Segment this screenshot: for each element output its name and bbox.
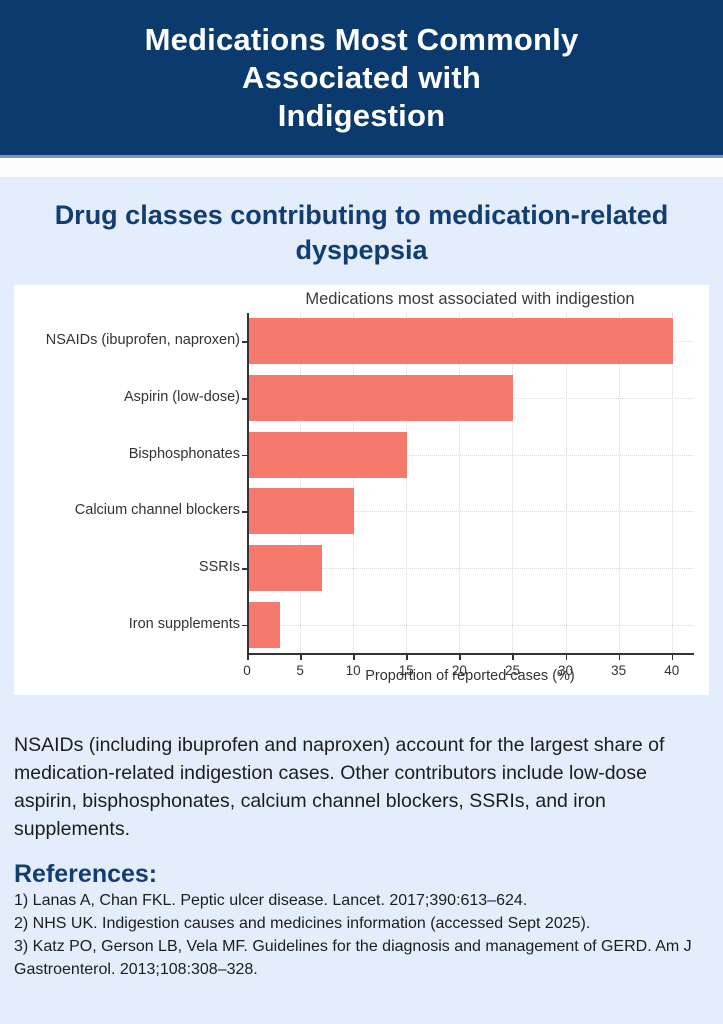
summary-paragraph: NSAIDs (including ibuprofen and naproxen… — [14, 734, 665, 840]
x-tick-label: 0 — [243, 663, 251, 678]
x-tick-label: 10 — [345, 663, 361, 678]
grid-line-vertical — [459, 313, 461, 653]
x-tick — [459, 654, 461, 660]
x-tick-label: 15 — [398, 663, 414, 678]
x-tick — [671, 654, 674, 660]
grid-line-vertical — [512, 313, 514, 653]
header-divider-strip — [0, 158, 723, 177]
x-tick-label: 25 — [504, 663, 520, 678]
header-banner: Medications Most Commonly Associated wit… — [0, 0, 723, 158]
x-tick — [512, 654, 514, 660]
reference-item: 1) Lanas A, Chan FKL. Peptic ulcer disea… — [14, 892, 528, 909]
grid-line-horizontal — [247, 511, 693, 513]
bar — [248, 545, 323, 591]
page-title-line-3: Indigestion — [277, 97, 446, 133]
x-tick-label: 20 — [451, 663, 467, 678]
reference-item: 2) NHS UK. Indigestion causes and medici… — [14, 915, 591, 932]
reference-item: 3) Katz PO, Gerson LB, Vela MF. Guidelin… — [14, 938, 692, 978]
page-title-line-2: Associated with — [242, 59, 481, 95]
y-axis-spine — [247, 313, 249, 654]
grid-line-horizontal — [247, 454, 693, 456]
section-subtitle: Drug classes contributing to medication-… — [54, 200, 669, 265]
x-tick-label: 30 — [558, 663, 574, 678]
category-label: NSAIDs (ibuprofen, naproxen) — [45, 332, 240, 349]
category-label: Aspirin (low-dose) — [123, 389, 240, 405]
grid-line-horizontal — [247, 624, 693, 626]
bar — [248, 488, 355, 535]
y-tick — [242, 624, 247, 627]
x-tick — [406, 654, 408, 660]
x-tick — [247, 654, 249, 660]
bar — [248, 318, 673, 365]
chart-panel: Medications most associated with indiges… — [14, 285, 709, 695]
page-title: Medications Most Commonly Associated wit… — [145, 21, 579, 135]
grid-line-vertical — [671, 313, 673, 653]
x-tick — [353, 654, 355, 660]
grid-line-vertical — [406, 313, 408, 653]
grid-line-vertical — [618, 313, 620, 653]
x-tick-label: 5 — [296, 663, 304, 678]
references-heading: References: — [14, 860, 158, 888]
bar — [248, 601, 280, 648]
x-tick-label: 35 — [611, 663, 627, 678]
category-label: SSRIs — [198, 559, 240, 575]
x-axis-label: Proportion of reported cases (%) — [365, 668, 575, 684]
grid-line-vertical — [300, 313, 302, 653]
x-tick-label: 40 — [664, 663, 680, 678]
grid-line-vertical — [565, 313, 567, 653]
y-tick — [242, 398, 247, 400]
references-list: 1) Lanas A, Chan FKL. Peptic ulcer disea… — [0, 889, 723, 981]
category-label: Calcium channel blockers — [74, 502, 240, 519]
grid-line-vertical — [353, 313, 355, 653]
grid-line-horizontal — [247, 568, 693, 569]
y-tick — [242, 454, 247, 457]
x-tick — [300, 654, 302, 660]
x-axis-spine — [247, 653, 694, 655]
y-tick — [242, 511, 247, 513]
bar — [248, 431, 408, 478]
category-label: Bisphosphonates — [128, 445, 240, 462]
chart-title: Medications most associated with indiges… — [305, 290, 635, 308]
category-label: Iron supplements — [128, 615, 240, 632]
page-title-line-1: Medications Most Commonly — [144, 21, 579, 57]
y-tick — [242, 568, 247, 570]
x-tick — [618, 654, 621, 660]
bar — [248, 375, 514, 421]
y-tick — [242, 341, 247, 343]
x-tick — [565, 654, 568, 660]
